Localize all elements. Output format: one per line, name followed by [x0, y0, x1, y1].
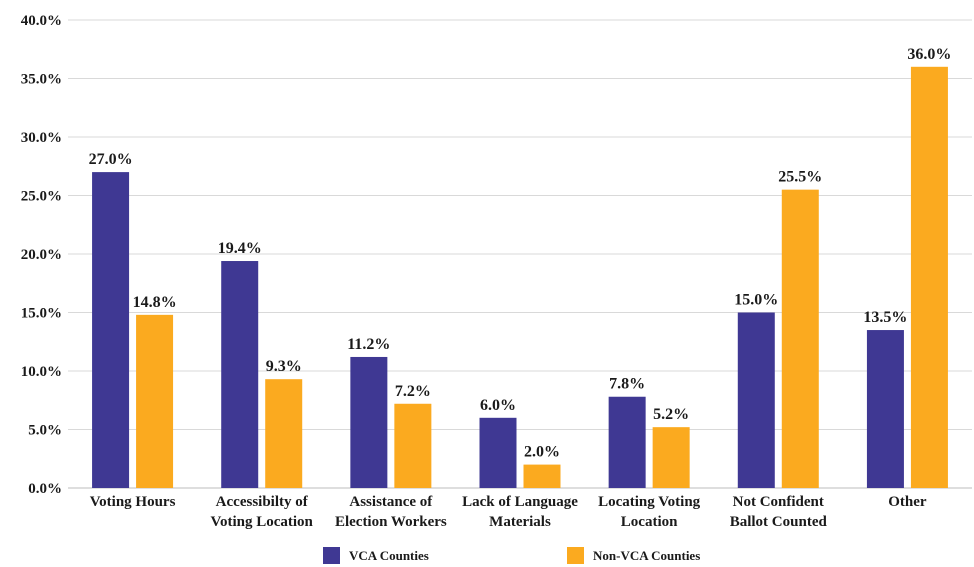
legend-swatch: [323, 547, 340, 564]
y-tick-label: 30.0%: [21, 130, 62, 146]
bar: [265, 379, 303, 488]
data-label: 15.0%: [734, 292, 778, 309]
data-label: 13.5%: [863, 309, 907, 326]
y-tick-label: 40.0%: [21, 13, 62, 29]
bar: [608, 396, 646, 488]
bars: [92, 66, 948, 489]
bar: [394, 403, 432, 488]
bar: [910, 66, 948, 489]
x-tick-label: Other: [888, 494, 927, 510]
data-label: 19.4%: [218, 240, 262, 257]
bar: [523, 464, 561, 488]
data-label: 36.0%: [907, 46, 951, 63]
y-axis-ticks: 0.0% 5.0% 10.0% 15.0% 20.0% 25.0% 30.0% 35.0% 40…: [21, 13, 62, 497]
x-tick-label: Location: [621, 514, 678, 530]
y-tick-label: 10.0%: [21, 364, 62, 380]
x-tick-label: Locating Voting: [598, 494, 701, 510]
data-label: 7.2%: [395, 383, 431, 400]
legend-label: VCA Counties: [349, 548, 429, 563]
y-tick-label: 20.0%: [21, 247, 62, 263]
x-tick-label: Lack of Language: [462, 494, 578, 510]
y-tick-label: 25.0%: [21, 189, 62, 205]
data-label: 27.0%: [89, 151, 133, 168]
data-label: 2.0%: [524, 444, 560, 461]
data-label: 5.2%: [653, 406, 689, 423]
gridlines: [68, 19, 972, 489]
x-axis-categories: Voting Hours Accessibilty of Voting Locati…: [90, 494, 927, 530]
data-labels: 27.0% 14.8% 19.4% 9.3% 11.2% 7.2% 6.0% 2.0% 7.8%…: [89, 46, 952, 461]
bar: [652, 427, 690, 488]
x-tick-label: Voting Location: [211, 514, 314, 530]
bar: [479, 417, 517, 488]
bar: [221, 261, 259, 488]
data-label: 25.5%: [778, 169, 822, 186]
bar: [781, 189, 819, 488]
legend: VCA Counties Non-VCA Counties: [323, 547, 700, 564]
x-tick-label: Ballot Counted: [730, 514, 828, 530]
data-label: 9.3%: [266, 358, 302, 375]
data-label: 14.8%: [133, 294, 177, 311]
data-label: 11.2%: [347, 336, 390, 353]
x-tick-label: Accessibilty of: [216, 494, 309, 510]
x-tick-label: Assistance of: [349, 494, 433, 510]
legend-label: Non-VCA Counties: [593, 548, 700, 563]
y-tick-label: 35.0%: [21, 72, 62, 88]
bar: [350, 356, 388, 488]
y-tick-label: 0.0%: [28, 481, 62, 497]
bar: [737, 312, 775, 488]
y-tick-label: 15.0%: [21, 306, 62, 322]
bar: [136, 314, 174, 488]
bar: [92, 172, 130, 488]
data-label: 7.8%: [609, 376, 645, 393]
bar: [866, 330, 904, 488]
x-tick-label: Voting Hours: [90, 494, 176, 510]
data-label: 6.0%: [480, 397, 516, 414]
y-tick-label: 5.0%: [28, 423, 62, 439]
x-tick-label: Not Confident: [733, 494, 824, 510]
legend-swatch: [567, 547, 584, 564]
x-tick-label: Materials: [489, 514, 551, 530]
x-tick-label: Election Workers: [335, 514, 447, 530]
